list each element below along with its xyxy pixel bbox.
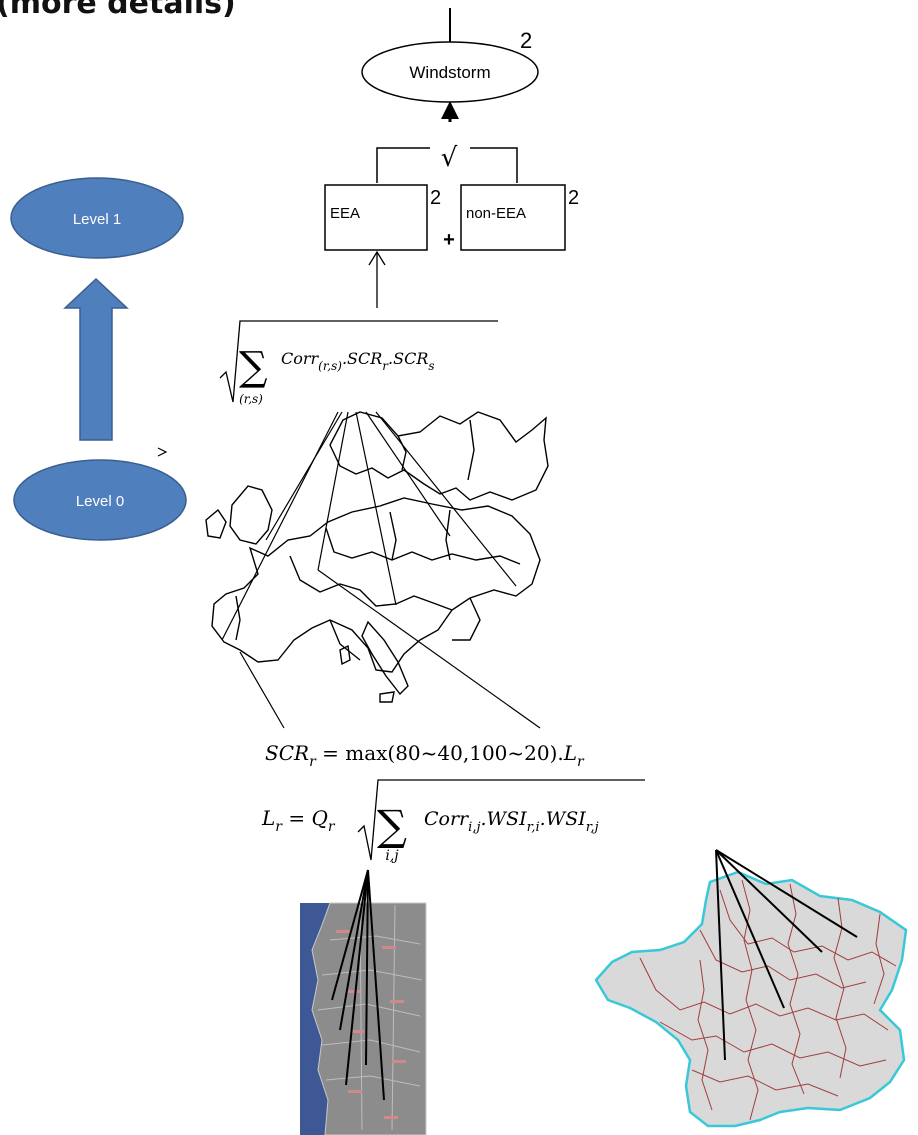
aggregation-radical <box>219 320 498 403</box>
eea-label: EEA <box>330 205 360 222</box>
level0-node <box>13 459 187 541</box>
scr-formula: SCRr = max(80~40,100~20).Lr <box>265 741 585 770</box>
scr-lhs-sub: r <box>309 754 317 770</box>
level0-label: Level 0 <box>76 493 124 510</box>
france-map <box>594 849 908 1128</box>
aggregation-corr: Corr <box>281 349 320 368</box>
loss-l: L <box>261 806 275 830</box>
loss-l-sub: r <box>275 819 283 835</box>
aggregation-sub-s: s <box>428 359 434 373</box>
level1-label: Level 1 <box>73 211 121 228</box>
windstorm-exponent: 2 <box>520 28 532 53</box>
aggregation-sub-r: r <box>382 359 389 373</box>
loss-sum-symbol: ∑ <box>377 801 407 850</box>
loss-sub-ij: i,j <box>468 820 480 835</box>
europe-map <box>205 411 549 703</box>
plus-sign: + <box>443 229 455 251</box>
eea-exponent: 2 <box>430 187 441 209</box>
loss-sub-ri: r,i <box>527 820 540 835</box>
scr-eq: = max(80~40,100~20). <box>316 741 564 765</box>
windstorm-label: Windstorm <box>409 63 490 82</box>
scr-lhs: SCR <box>265 741 309 765</box>
loss-sub-rj: r,j <box>586 820 599 835</box>
loss-lhs: Lr = Qr <box>261 806 336 835</box>
loss-eq: = <box>282 806 311 830</box>
aggregation-body: Corr(r,s).SCRr.SCRs <box>281 349 435 373</box>
non-eea-label: non-EEA <box>466 205 526 222</box>
sqrt-bracket-right <box>470 147 518 183</box>
sqrt-symbol: √ <box>441 143 458 173</box>
aggregation-formula: ∑ (r,s) Corr(r,s).SCRr.SCRs <box>219 320 498 406</box>
map-to-formula-line-left <box>239 651 285 729</box>
page-title: (more details) <box>0 0 236 21</box>
eea-arrowhead <box>368 250 386 266</box>
aggregation-sum-index: (r,s) <box>239 392 263 406</box>
scr-tail-sub: r <box>577 754 585 770</box>
non-eea-exponent: 2 <box>568 187 579 209</box>
non-eea-node <box>460 184 566 251</box>
map-to-formula-line-right <box>317 569 541 729</box>
aggregation-scr2: .SCR <box>388 349 428 368</box>
eea-node <box>324 184 428 251</box>
loss-wsi1: .WSI <box>480 808 527 830</box>
stray-mark <box>157 447 168 457</box>
aggregation-sub-rs: (r,s) <box>318 359 342 373</box>
europe-fan-lines <box>221 411 517 641</box>
scr-tail: L <box>563 741 577 765</box>
aggregation-sum-symbol: ∑ <box>239 344 268 390</box>
loss-q: Q <box>311 806 327 830</box>
loss-formula: Lr = Qr ∑ i,j Corri,j.WSIr,i.WSIr,j <box>261 779 645 864</box>
portugal-map <box>300 869 427 1135</box>
level-up-arrow <box>63 277 129 441</box>
loss-radical <box>357 779 645 861</box>
loss-q-sub: r <box>328 819 336 835</box>
loss-sum-index: i,j <box>385 848 399 864</box>
level1-node <box>10 177 184 259</box>
loss-corr: Corr <box>424 808 470 830</box>
loss-body: Corri,j.WSIr,i.WSIr,j <box>424 808 599 835</box>
sqrt-bracket-left <box>376 147 430 183</box>
aggregation-scr1: .SCR <box>342 349 382 368</box>
loss-wsi2: .WSI <box>540 808 587 830</box>
